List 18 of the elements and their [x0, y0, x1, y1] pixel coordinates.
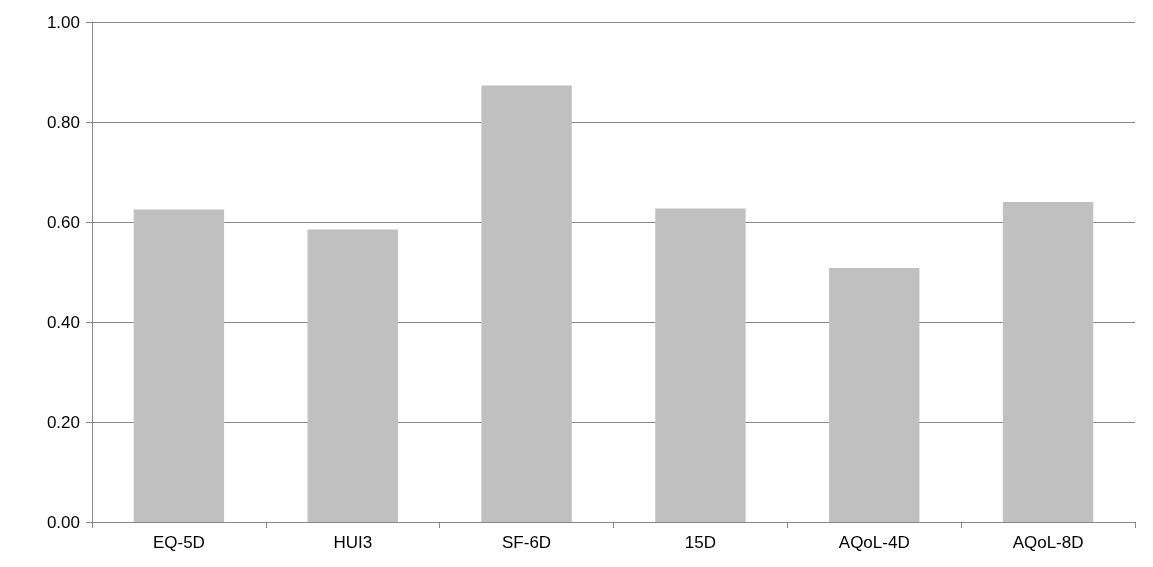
x-tick-label: EQ-5D	[152, 533, 205, 552]
x-tick-label: AQoL-8D	[1012, 533, 1084, 552]
bar	[481, 85, 572, 522]
y-tick-label: 0.20	[46, 412, 80, 432]
x-tick-label: 15D	[684, 533, 717, 552]
x-tick-label: AQoL-4D	[838, 533, 910, 552]
y-tick-label: 0.80	[46, 112, 80, 132]
y-tick-label: 0.00	[46, 512, 80, 532]
bar	[1002, 202, 1094, 522]
x-tick-label: HUI3	[333, 533, 373, 552]
bar	[133, 209, 225, 522]
x-tick-label: SF-6D	[502, 533, 552, 552]
y-tick-label: 0.60	[46, 212, 80, 232]
y-tick-label: 1.00	[46, 12, 80, 32]
bar	[829, 268, 920, 522]
bar	[307, 229, 398, 522]
bar	[655, 208, 746, 522]
y-tick-label: 0.40	[46, 312, 80, 332]
